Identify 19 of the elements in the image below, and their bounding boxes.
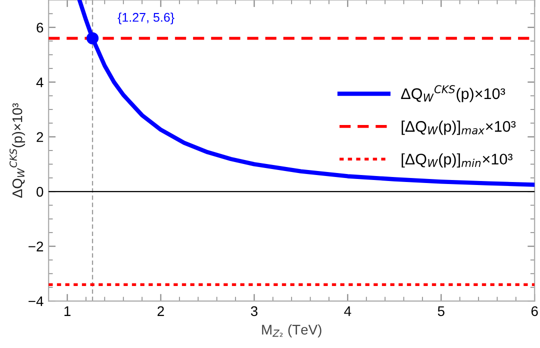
x-tick-label: 6 [531, 306, 538, 316]
legend-label: [ΔQ$_{W}$(p)]$_{max}$×10³ [402, 120, 516, 135]
y-tick-label: 4 [36, 78, 44, 88]
x-tick-label: 1 [64, 306, 70, 316]
y-tick-label: 0 [36, 186, 44, 197]
legend-label: ΔQ$_{W}$$^{CKS}$(p)×10³ [401, 85, 506, 102]
y-tick-label: 6 [36, 22, 44, 33]
y-tick-label: −2 [28, 242, 44, 252]
x-axis-title: M$_{Z₂}$ (TeV) [262, 324, 322, 338]
y-tick-label: 2 [36, 132, 44, 142]
x-tick-label: 5 [438, 306, 444, 316]
line-series [77, 0, 535, 187]
y-axis-title: ΔQ$_{W}$$^{CKS}$(p)×10³ [10, 103, 25, 198]
x-tick-label: 3 [250, 306, 258, 316]
x-tick-label: 2 [158, 306, 164, 316]
x-tick-label: 4 [344, 306, 352, 316]
y-tick-label: −4 [28, 296, 44, 306]
annotation: {1.27, 5.6} [118, 12, 174, 24]
legend-label: [ΔQ$_{W}$(p)]$_{min}$×10³ [402, 153, 512, 168]
